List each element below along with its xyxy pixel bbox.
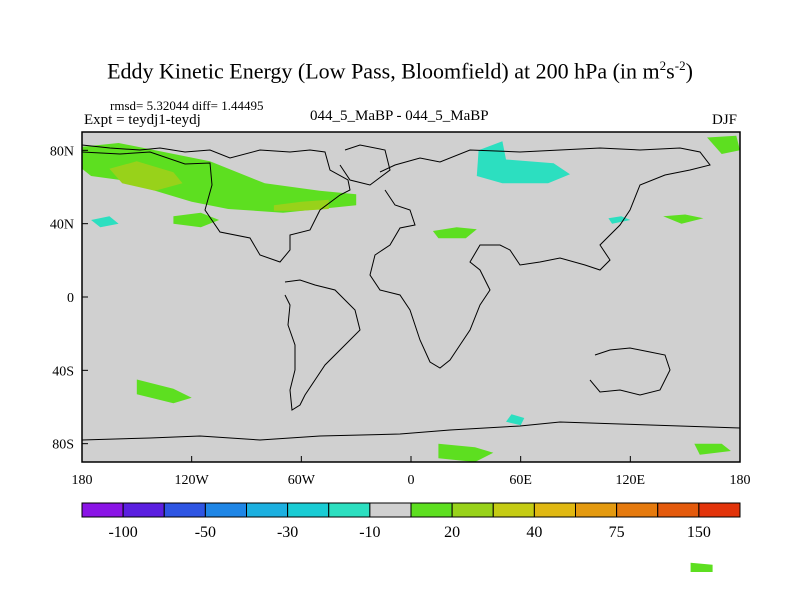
comparison-label: 044_5_MaBP - 044_5_MaBP — [310, 108, 489, 124]
colorbar-swatch — [369, 502, 412, 518]
chart-title: Eddy Kinetic Energy (Low Pass, Bloomfiel… — [107, 58, 693, 84]
y-tick-label: 80S — [52, 438, 74, 453]
anomaly-antarctic-pacific-positive — [690, 562, 713, 572]
anomaly-north-pacific-negative-west — [91, 216, 119, 228]
y-tick-label: 40N — [50, 218, 74, 233]
anomaly-arctic-far-east-positive — [707, 135, 740, 154]
colorbar-label: 20 — [444, 524, 460, 541]
coastline-layer — [81, 144, 741, 441]
anomaly-arctic-siberia-negative — [476, 141, 570, 184]
coastline-australia — [589, 347, 671, 396]
anomaly-australia-south-positive — [694, 443, 731, 455]
colorbar-label: -30 — [277, 524, 298, 541]
colorbar-swatch — [616, 502, 659, 518]
anomaly-north-pacific-stronger-positive — [109, 161, 183, 191]
coastline-south-america — [284, 279, 361, 411]
y-tick-label: 40S — [52, 364, 74, 379]
colorbar-swatch — [575, 502, 618, 518]
anomaly-southern-indian-positive — [438, 443, 494, 462]
colorbar-swatch — [246, 502, 289, 518]
anomaly-pacific-north-positive — [663, 214, 704, 224]
x-axis: 180 120W 60W 0 60E 120E 180 — [72, 456, 751, 488]
coastline-greenland — [339, 144, 391, 186]
colorbar-swatch — [492, 502, 535, 518]
x-tick-label: 120W — [175, 473, 210, 488]
x-tick-label: 0 — [408, 473, 415, 488]
anomaly-east-pacific-positive — [173, 212, 220, 228]
anomaly-layer — [82, 135, 740, 572]
coastline-antarctica — [81, 421, 741, 441]
colorbar-label: -10 — [359, 524, 380, 541]
colorbar-swatch — [451, 502, 494, 518]
colorbar-swatch — [81, 502, 124, 518]
colorbar-swatch — [122, 502, 165, 518]
coastline-americas — [81, 144, 351, 263]
colorbar-swatch — [657, 502, 700, 518]
colorbar-label: 150 — [687, 524, 711, 541]
y-tick-label: 80N — [50, 144, 74, 159]
y-tick-label: 0 — [67, 291, 74, 306]
season-label: DJF — [712, 112, 738, 128]
colorbar: -100 -50 -30 -10 20 40 75 150 — [81, 502, 741, 541]
colorbar-label: -100 — [108, 524, 137, 541]
anomaly-mediterranean-positive — [432, 227, 477, 239]
y-axis: 80N 40N 0 40S 80S — [50, 144, 88, 453]
x-tick-label: 60E — [509, 473, 532, 488]
colorbar-swatch — [163, 502, 206, 518]
colorbar-swatch — [287, 502, 330, 518]
colorbar-swatch — [533, 502, 576, 518]
statistics-label: rmsd= 5.32044 diff= 1.44495 — [110, 98, 264, 113]
anomaly-north-america-arctic-positive — [82, 143, 357, 213]
x-tick-label: 120E — [616, 473, 646, 488]
x-tick-label: 60W — [288, 473, 316, 488]
x-tick-label: 180 — [72, 473, 93, 488]
anomaly-south-pacific-positive — [136, 379, 192, 404]
x-tick-label: 180 — [730, 473, 751, 488]
experiment-label: Expt = teydj1-teydj — [84, 112, 201, 128]
colorbar-swatch — [698, 502, 741, 518]
anomaly-southern-indian-negative — [506, 414, 525, 426]
colorbar-label: 40 — [526, 524, 542, 541]
colorbar-swatch — [328, 502, 371, 518]
anomaly-north-atlantic-stronger-positive — [273, 199, 329, 211]
colorbar-swatch — [410, 502, 453, 518]
colorbar-swatch — [204, 502, 247, 518]
colorbar-label: 75 — [609, 524, 625, 541]
colorbar-label: -50 — [195, 524, 216, 541]
coastline-eurasia-africa — [369, 147, 711, 369]
